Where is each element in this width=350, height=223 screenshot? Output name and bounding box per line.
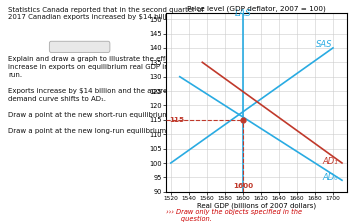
Text: AD₀: AD₀ <box>323 173 338 182</box>
Text: ››› Draw only the objects specified in the
       question.: ››› Draw only the objects specified in t… <box>166 209 302 222</box>
Text: Statistics Canada reported that in the second quarter of
2017 Canadian exports i: Statistics Canada reported that in the s… <box>8 7 204 21</box>
X-axis label: Real GDP (billions of 2007 dollars): Real GDP (billions of 2007 dollars) <box>197 202 316 209</box>
Text: 115: 115 <box>169 117 184 123</box>
Text: AD₁: AD₁ <box>323 157 338 166</box>
Text: LAS: LAS <box>234 9 251 18</box>
Text: Explain and draw a graph to illustrate the effect of an
increase in exports on e: Explain and draw a graph to illustrate t… <box>8 56 208 134</box>
Text: 1600: 1600 <box>233 184 253 190</box>
Text: SAS: SAS <box>316 40 332 49</box>
Title: Price level (GDP deflator, 2007 = 100): Price level (GDP deflator, 2007 = 100) <box>187 6 326 12</box>
FancyBboxPatch shape <box>49 41 110 52</box>
